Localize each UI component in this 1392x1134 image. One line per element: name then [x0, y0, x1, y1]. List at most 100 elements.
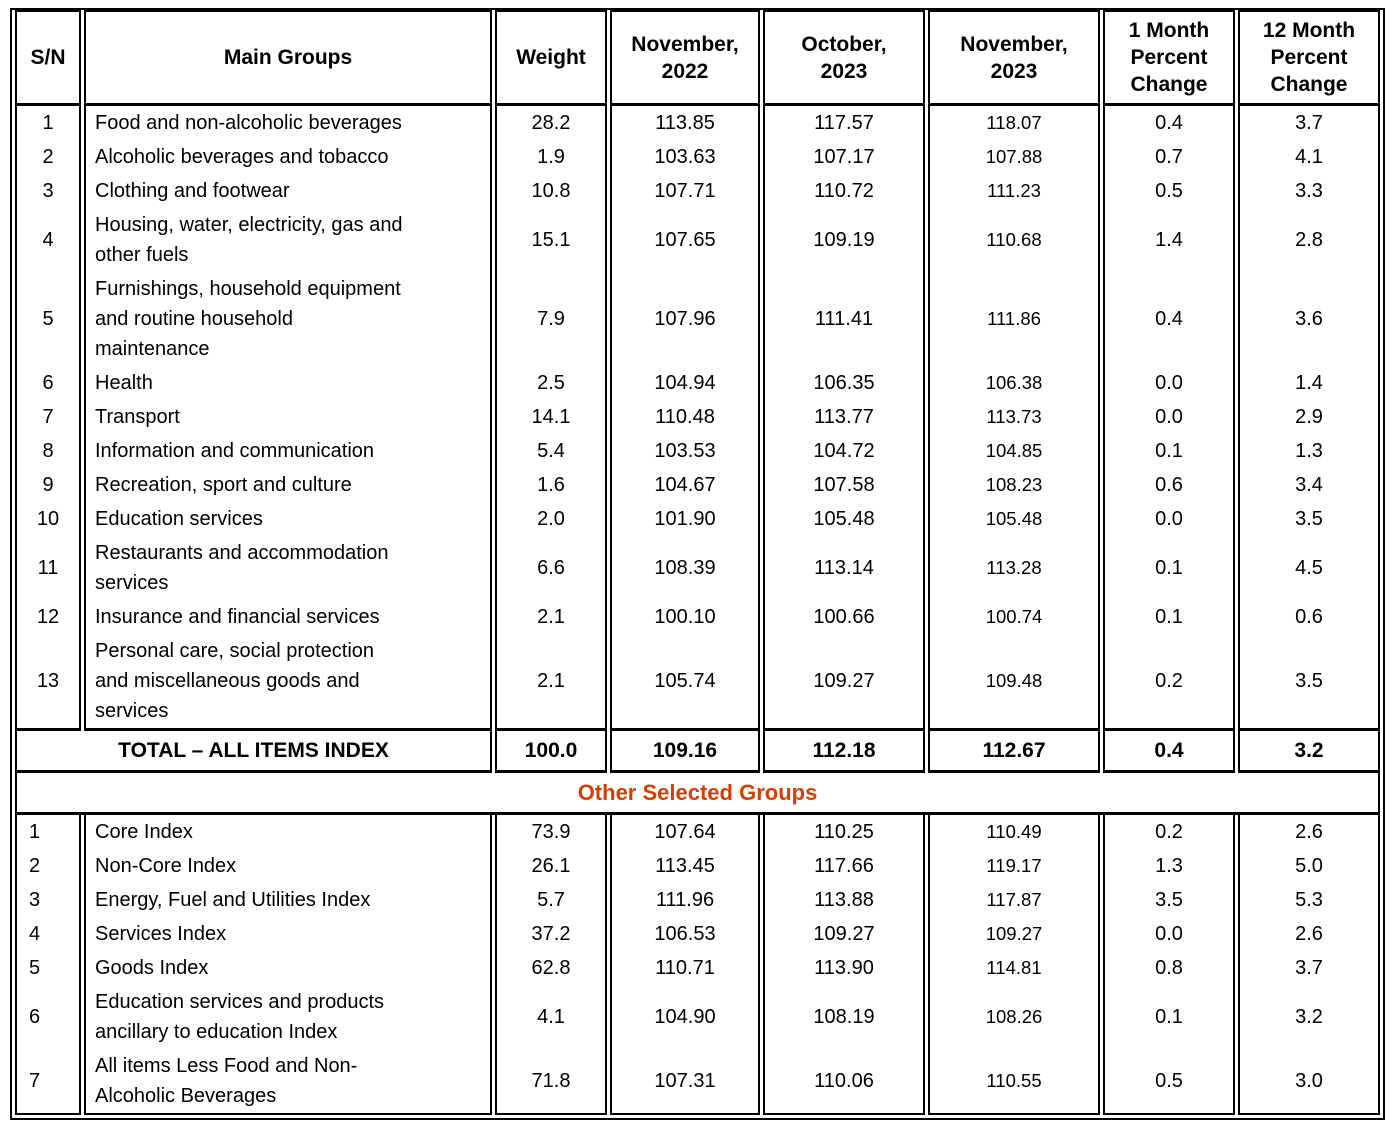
one-month-change-cell: 1.4: [1103, 208, 1235, 272]
sn-cell: 7: [15, 400, 81, 434]
cpi-index-table: S/N Main Groups Weight November, 2022 Oc…: [12, 10, 1383, 1115]
one-month-change-cell: 0.1: [1103, 985, 1235, 1049]
oct-2023-cell: 109.19: [763, 208, 925, 272]
table-row: 3 Clothing and footwear 10.8 107.71 110.…: [15, 174, 1380, 208]
table-row: 6 Education services and products ancill…: [15, 985, 1380, 1049]
one-month-change-cell: 0.8: [1103, 951, 1235, 985]
nov-2022-cell: 104.94: [610, 366, 760, 400]
table-row: 2 Non-Core Index 26.1 113.45 117.66 119.…: [15, 849, 1380, 883]
weight-cell: 7.9: [495, 272, 607, 366]
oct-2023-cell: 100.66: [763, 600, 925, 634]
nov-2023-cell: 109.48: [928, 634, 1100, 731]
weight-cell: 5.7: [495, 883, 607, 917]
nov-2023-cell: 107.88: [928, 140, 1100, 174]
group-name-cell: Education services and products ancillar…: [84, 985, 492, 1049]
one-month-change-cell: 1.3: [1103, 849, 1235, 883]
nov-2023-cell: 104.85: [928, 434, 1100, 468]
group-name-cell: Recreation, sport and culture: [84, 468, 492, 502]
group-name-cell: Furnishings, household equipment and rou…: [84, 272, 492, 366]
sn-cell: 10: [15, 502, 81, 536]
nov-2023-cell: 118.07: [928, 106, 1100, 140]
table-row: 7 Transport 14.1 110.48 113.77 113.73 0.…: [15, 400, 1380, 434]
table-row: 12 Insurance and financial services 2.1 …: [15, 600, 1380, 634]
nov-2023-cell: 106.38: [928, 366, 1100, 400]
header-sn: S/N: [15, 10, 81, 106]
group-name-cell: Transport: [84, 400, 492, 434]
table-header: S/N Main Groups Weight November, 2022 Oc…: [15, 10, 1380, 106]
oct-2023-cell: 110.06: [763, 1049, 925, 1115]
nov-2023-cell: 105.48: [928, 502, 1100, 536]
weight-cell: 6.6: [495, 536, 607, 600]
sn-cell: 1: [15, 815, 81, 849]
nov-2022-cell: 106.53: [610, 917, 760, 951]
twelve-month-change-cell: 3.0: [1238, 1049, 1380, 1115]
other-selected-groups-section: 1 Core Index 73.9 107.64 110.25 110.49 0…: [15, 815, 1380, 1115]
oct-2023-cell: 108.19: [763, 985, 925, 1049]
twelve-month-change-cell: 2.6: [1238, 815, 1380, 849]
table-row: 13 Personal care, social protection and …: [15, 634, 1380, 731]
header-twelve-month-change: 12 Month Percent Change: [1238, 10, 1380, 106]
sn-cell: 6: [15, 366, 81, 400]
weight-cell: 1.9: [495, 140, 607, 174]
one-month-change-cell: 0.4: [1103, 106, 1235, 140]
sn-cell: 13: [15, 634, 81, 731]
sn-cell: 3: [15, 174, 81, 208]
nov-2022-cell: 103.63: [610, 140, 760, 174]
twelve-month-change-cell: 5.0: [1238, 849, 1380, 883]
one-month-change-cell: 3.5: [1103, 883, 1235, 917]
nov-2023-cell: 113.73: [928, 400, 1100, 434]
weight-cell: 14.1: [495, 400, 607, 434]
oct-2023-cell: 106.35: [763, 366, 925, 400]
table-row: 1 Core Index 73.9 107.64 110.25 110.49 0…: [15, 815, 1380, 849]
nov-2023-cell: 110.55: [928, 1049, 1100, 1115]
oct-2023-cell: 105.48: [763, 502, 925, 536]
oct-2023-cell: 109.27: [763, 634, 925, 731]
weight-cell: 2.0: [495, 502, 607, 536]
total-row: TOTAL – ALL ITEMS INDEX 100.0 109.16 112…: [15, 731, 1380, 773]
one-month-change-cell: 0.5: [1103, 174, 1235, 208]
group-name-cell: Housing, water, electricity, gas and oth…: [84, 208, 492, 272]
one-month-change-cell: 0.6: [1103, 468, 1235, 502]
sn-cell: 8: [15, 434, 81, 468]
twelve-month-change-cell: 2.9: [1238, 400, 1380, 434]
nov-2022-cell: 109.16: [610, 731, 760, 773]
oct-2023-cell: 110.72: [763, 174, 925, 208]
header-row: S/N Main Groups Weight November, 2022 Oc…: [15, 10, 1380, 106]
sn-cell: 2: [15, 849, 81, 883]
weight-cell: 1.6: [495, 468, 607, 502]
sn-cell: 9: [15, 468, 81, 502]
table-row: 5 Furnishings, household equipment and r…: [15, 272, 1380, 366]
weight-cell: 4.1: [495, 985, 607, 1049]
table-row: 3 Energy, Fuel and Utilities Index 5.7 1…: [15, 883, 1380, 917]
group-name-cell: All items Less Food and Non- Alcoholic B…: [84, 1049, 492, 1115]
one-month-change-cell: 0.5: [1103, 1049, 1235, 1115]
nov-2023-cell: 108.23: [928, 468, 1100, 502]
twelve-month-change-cell: 3.4: [1238, 468, 1380, 502]
group-name-cell: Services Index: [84, 917, 492, 951]
twelve-month-change-cell: 3.3: [1238, 174, 1380, 208]
twelve-month-change-cell: 3.6: [1238, 272, 1380, 366]
one-month-change-cell: 0.4: [1103, 731, 1235, 773]
nov-2022-cell: 107.96: [610, 272, 760, 366]
weight-cell: 62.8: [495, 951, 607, 985]
sn-cell: 4: [15, 917, 81, 951]
weight-cell: 10.8: [495, 174, 607, 208]
twelve-month-change-cell: 3.5: [1238, 502, 1380, 536]
table-row: 11 Restaurants and accommodation service…: [15, 536, 1380, 600]
oct-2023-cell: 113.77: [763, 400, 925, 434]
twelve-month-change-cell: 3.7: [1238, 951, 1380, 985]
oct-2023-cell: 117.57: [763, 106, 925, 140]
twelve-month-change-cell: 3.5: [1238, 634, 1380, 731]
twelve-month-change-cell: 4.5: [1238, 536, 1380, 600]
header-one-month-change: 1 Month Percent Change: [1103, 10, 1235, 106]
table-row: 7 All items Less Food and Non- Alcoholic…: [15, 1049, 1380, 1115]
nov-2022-cell: 113.45: [610, 849, 760, 883]
sn-cell: 2: [15, 140, 81, 174]
group-name-cell: Energy, Fuel and Utilities Index: [84, 883, 492, 917]
twelve-month-change-cell: 3.7: [1238, 106, 1380, 140]
nov-2023-cell: 113.28: [928, 536, 1100, 600]
one-month-change-cell: 0.0: [1103, 366, 1235, 400]
weight-cell: 2.1: [495, 600, 607, 634]
twelve-month-change-cell: 0.6: [1238, 600, 1380, 634]
